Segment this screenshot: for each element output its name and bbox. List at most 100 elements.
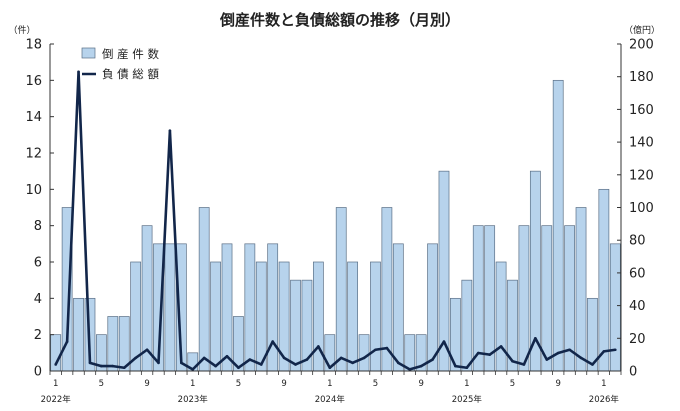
- line-point-0: [54, 363, 58, 366]
- left-tick-label-8: 16: [25, 74, 42, 89]
- bar-17: [244, 243, 256, 372]
- line-point-40: [511, 359, 514, 363]
- bar-49: [609, 243, 621, 372]
- line-point-38: [488, 353, 491, 356]
- line-point-31: [408, 368, 412, 371]
- line-point-2: [77, 70, 80, 74]
- line-point-8: [145, 348, 149, 352]
- month-tick-label-9: 1: [464, 379, 469, 389]
- legend-line-label: 負 債 総 額: [102, 67, 159, 81]
- bar-38: [484, 225, 496, 372]
- bar-27: [358, 334, 370, 372]
- chart-title: 倒産件数と負債総額の推移（月別）: [219, 11, 460, 29]
- right-tick-label-2: 40: [629, 299, 646, 314]
- year-label-1: 2023年: [178, 394, 209, 405]
- line-point-39: [499, 345, 503, 348]
- month-tick-label-0: 1: [53, 379, 58, 389]
- bar-15: [221, 243, 233, 372]
- legend-bar-label: 倒 産 件 数: [102, 47, 159, 61]
- year-label-0: 2022年: [41, 394, 72, 405]
- bar-19: [267, 243, 279, 372]
- left-tick-label-7: 14: [25, 110, 42, 125]
- left-tick-label-0: 0: [34, 365, 42, 380]
- right-tick-label-3: 60: [629, 266, 646, 281]
- month-tick-label-4: 5: [236, 379, 241, 389]
- line-point-23: [317, 345, 320, 348]
- left-tick-label-4: 8: [34, 219, 42, 234]
- bar-25: [335, 207, 347, 372]
- line-point-44: [556, 351, 560, 355]
- bar-21: [290, 279, 301, 372]
- left-tick-label-5: 10: [25, 183, 42, 198]
- line-point-33: [431, 358, 434, 361]
- bar-6: [118, 316, 130, 372]
- line-point-43: [545, 358, 549, 361]
- line-point-17: [248, 358, 252, 361]
- bar-43: [541, 225, 553, 372]
- right-tick-label-4: 80: [629, 234, 646, 249]
- line-point-21: [294, 363, 297, 366]
- right-axis-unit: （億円）: [624, 24, 660, 36]
- legend-bar-swatch: [81, 47, 96, 59]
- right-tick-label-7: 140: [629, 136, 654, 151]
- left-tick-label-1: 2: [34, 328, 42, 343]
- month-tick-label-5: 9: [281, 379, 286, 389]
- bar-5: [107, 316, 119, 372]
- line-point-13: [202, 356, 206, 360]
- line-point-24: [328, 366, 332, 370]
- bar-39: [495, 261, 507, 372]
- left-tick-label-2: 4: [34, 292, 42, 307]
- line-point-25: [339, 356, 343, 360]
- line-point-11: [180, 361, 183, 365]
- line-point-30: [397, 361, 400, 365]
- bar-26: [347, 261, 359, 372]
- bar-48: [598, 188, 610, 372]
- line-point-4: [100, 364, 103, 368]
- line-point-42: [534, 337, 537, 340]
- debt-line: [54, 70, 616, 371]
- line-point-20: [282, 356, 286, 360]
- bar-10: [164, 243, 176, 372]
- line-point-10: [168, 129, 172, 132]
- bar-2: [73, 297, 84, 372]
- month-tick-label-10: 5: [510, 379, 515, 389]
- line-point-26: [351, 361, 354, 365]
- month-tick-label-7: 5: [373, 379, 378, 389]
- bar-36: [461, 279, 473, 372]
- month-tick-label-3: 1: [190, 379, 195, 389]
- line-point-28: [374, 348, 377, 352]
- line-point-3: [88, 361, 92, 365]
- axes: 0246810121416180204060801001201401601802…: [25, 38, 653, 406]
- line-point-5: [111, 364, 115, 368]
- line-point-9: [157, 361, 160, 365]
- line-point-29: [385, 346, 389, 350]
- line-point-7: [134, 356, 137, 360]
- line-point-37: [476, 351, 480, 355]
- line-point-48: [602, 350, 606, 353]
- line-point-18: [259, 363, 263, 366]
- month-tick-label-11: 9: [555, 379, 560, 389]
- bar-44: [552, 79, 564, 372]
- month-tick-label-12: 1: [601, 379, 606, 389]
- line-point-14: [214, 364, 217, 368]
- line-point-46: [579, 356, 583, 360]
- year-label-2: 2024年: [315, 394, 346, 405]
- line-point-22: [305, 358, 309, 361]
- month-tick-label-2: 9: [144, 379, 149, 389]
- month-tick-label-8: 9: [418, 379, 423, 389]
- bar-30: [392, 243, 404, 372]
- bar-28: [370, 261, 381, 372]
- bar-37: [472, 225, 484, 372]
- line-point-6: [122, 366, 126, 370]
- right-tick-label-10: 200: [629, 38, 654, 53]
- line-point-32: [419, 364, 423, 368]
- bar-41: [518, 225, 530, 372]
- line-point-34: [442, 340, 446, 343]
- year-label-4: 2026年: [589, 394, 620, 405]
- bar-13: [198, 207, 210, 372]
- line-point-45: [568, 348, 571, 352]
- line-point-1: [65, 340, 69, 343]
- left-tick-label-6: 12: [25, 147, 42, 162]
- month-tick-label-6: 1: [327, 379, 332, 389]
